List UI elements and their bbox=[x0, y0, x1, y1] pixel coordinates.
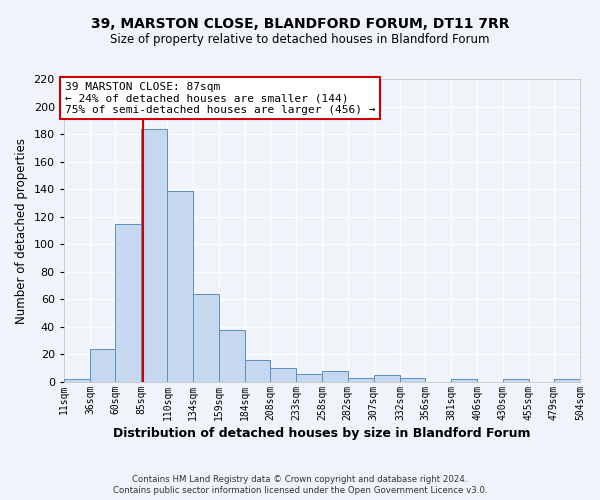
Bar bbox=[554, 380, 580, 382]
X-axis label: Distribution of detached houses by size in Blandford Forum: Distribution of detached houses by size … bbox=[113, 427, 530, 440]
Bar bbox=[270, 368, 296, 382]
Y-axis label: Number of detached properties: Number of detached properties bbox=[15, 138, 28, 324]
Bar bbox=[90, 349, 115, 382]
Bar bbox=[374, 375, 400, 382]
Text: Contains public sector information licensed under the Open Government Licence v3: Contains public sector information licen… bbox=[113, 486, 487, 495]
Bar bbox=[167, 190, 193, 382]
Bar bbox=[451, 380, 478, 382]
Text: 39, MARSTON CLOSE, BLANDFORD FORUM, DT11 7RR: 39, MARSTON CLOSE, BLANDFORD FORUM, DT11… bbox=[91, 18, 509, 32]
Bar bbox=[400, 378, 425, 382]
Bar bbox=[503, 380, 529, 382]
Bar bbox=[322, 371, 347, 382]
Bar bbox=[347, 378, 374, 382]
Bar bbox=[245, 360, 270, 382]
Bar bbox=[64, 380, 90, 382]
Bar bbox=[296, 374, 322, 382]
Bar bbox=[219, 330, 245, 382]
Text: Contains HM Land Registry data © Crown copyright and database right 2024.: Contains HM Land Registry data © Crown c… bbox=[132, 475, 468, 484]
Bar bbox=[193, 294, 219, 382]
Text: Size of property relative to detached houses in Blandford Forum: Size of property relative to detached ho… bbox=[110, 32, 490, 46]
Bar bbox=[115, 224, 142, 382]
Bar bbox=[142, 128, 167, 382]
Text: 39 MARSTON CLOSE: 87sqm
← 24% of detached houses are smaller (144)
75% of semi-d: 39 MARSTON CLOSE: 87sqm ← 24% of detache… bbox=[65, 82, 376, 115]
